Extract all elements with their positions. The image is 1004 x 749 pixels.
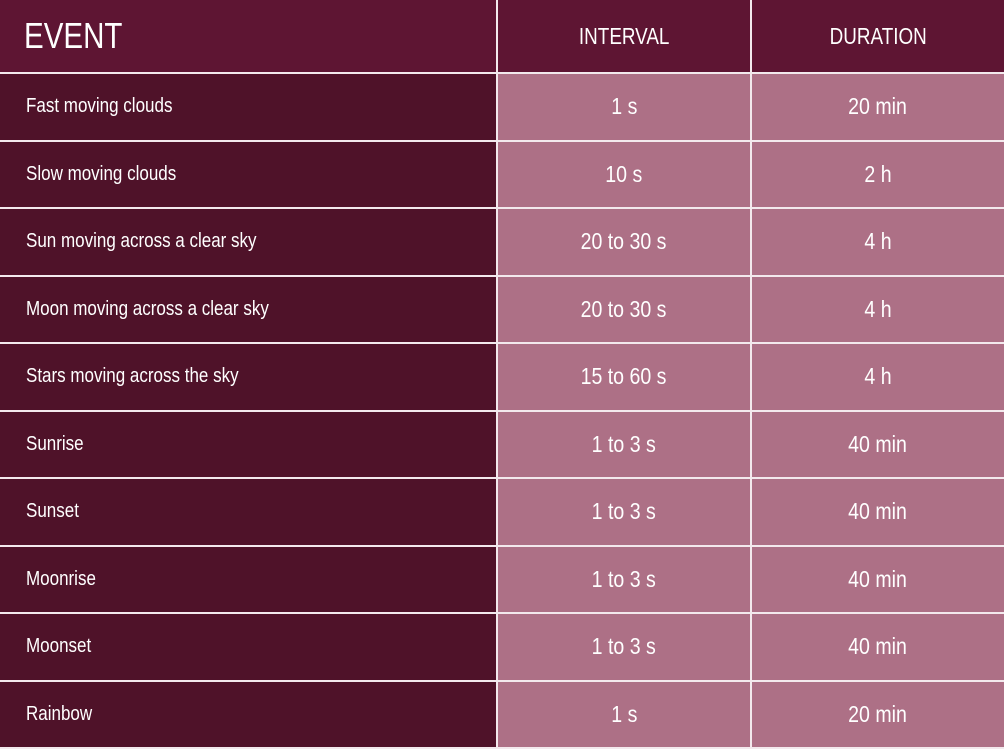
table-row: Moonset 1 to 3 s 40 min bbox=[0, 612, 1004, 682]
event-text: Rainbow bbox=[26, 702, 93, 725]
cell-interval: 20 to 30 s bbox=[496, 207, 752, 277]
duration-text: 40 min bbox=[848, 633, 908, 660]
cell-duration: 4 h bbox=[750, 274, 1004, 344]
cell-interval: 1 to 3 s bbox=[496, 409, 752, 479]
duration-text: 40 min bbox=[848, 565, 908, 592]
cell-interval: 1 to 3 s bbox=[496, 477, 752, 547]
cell-event: Rainbow bbox=[0, 679, 498, 749]
event-text: Sunset bbox=[26, 500, 79, 523]
event-text: Slow moving clouds bbox=[26, 162, 177, 185]
cell-duration: 40 min bbox=[750, 409, 1004, 479]
table-row: Fast moving clouds 1 s 20 min bbox=[0, 72, 1004, 142]
interval-text: 1 s bbox=[610, 700, 638, 727]
cell-interval: 1 to 3 s bbox=[496, 544, 752, 614]
interval-text: 1 to 3 s bbox=[591, 498, 657, 525]
interval-text: 1 to 3 s bbox=[591, 633, 657, 660]
duration-text: 2 h bbox=[864, 160, 892, 187]
duration-text: 40 min bbox=[848, 430, 908, 457]
cell-interval: 1 to 3 s bbox=[496, 612, 752, 682]
table-row: Slow moving clouds 10 s 2 h bbox=[0, 139, 1004, 209]
cell-interval: 10 s bbox=[496, 139, 752, 209]
header-duration-label: DURATION bbox=[829, 22, 927, 49]
header-interval-label: INTERVAL bbox=[578, 22, 670, 49]
cell-duration: 2 h bbox=[750, 139, 1004, 209]
header-event: EVENT bbox=[0, 0, 498, 74]
table-row: Sunrise 1 to 3 s 40 min bbox=[0, 409, 1004, 479]
cell-event: Stars moving across the sky bbox=[0, 342, 498, 412]
event-text: Sunrise bbox=[26, 432, 84, 455]
table-row: Rainbow 1 s 20 min bbox=[0, 679, 1004, 749]
table-row: Moon moving across a clear sky 20 to 30 s… bbox=[0, 274, 1004, 344]
cell-event: Fast moving clouds bbox=[0, 72, 498, 142]
cell-event: Moonset bbox=[0, 612, 498, 682]
event-text: Fast moving clouds bbox=[26, 95, 173, 118]
table-row: Moonrise 1 to 3 s 40 min bbox=[0, 544, 1004, 614]
cell-event: Slow moving clouds bbox=[0, 139, 498, 209]
cell-event: Sun moving across a clear sky bbox=[0, 207, 498, 277]
interval-text: 1 s bbox=[610, 93, 638, 120]
duration-text: 4 h bbox=[864, 295, 892, 322]
cell-duration: 20 min bbox=[750, 72, 1004, 142]
cell-duration: 40 min bbox=[750, 612, 1004, 682]
interval-text: 1 to 3 s bbox=[591, 430, 657, 457]
cell-event: Sunset bbox=[0, 477, 498, 547]
interval-text: 20 to 30 s bbox=[581, 295, 667, 322]
duration-text: 40 min bbox=[848, 498, 908, 525]
cell-event: Moonrise bbox=[0, 544, 498, 614]
cell-duration: 40 min bbox=[750, 477, 1004, 547]
duration-text: 4 h bbox=[864, 228, 892, 255]
header-interval: INTERVAL bbox=[496, 0, 752, 74]
table-row: Sun moving across a clear sky 20 to 30 s 4… bbox=[0, 207, 1004, 277]
duration-text: 4 h bbox=[864, 363, 892, 390]
cell-event: Sunrise bbox=[0, 409, 498, 479]
event-text: Moon moving across a clear sky bbox=[26, 297, 269, 320]
cell-interval: 20 to 30 s bbox=[496, 274, 752, 344]
header-duration: DURATION bbox=[750, 0, 1004, 74]
duration-text: 20 min bbox=[848, 93, 908, 120]
table-row: Sunset 1 to 3 s 40 min bbox=[0, 477, 1004, 547]
event-text: Moonrise bbox=[26, 567, 96, 590]
header-event-label: EVENT bbox=[24, 15, 123, 56]
cell-duration: 4 h bbox=[750, 207, 1004, 277]
header-row: EVENT INTERVAL DURATION bbox=[0, 0, 1004, 74]
interval-text: 20 to 30 s bbox=[581, 228, 667, 255]
table-row: Stars moving across the sky 15 to 60 s 4 h bbox=[0, 342, 1004, 412]
cell-interval: 1 s bbox=[496, 679, 752, 749]
cell-duration: 20 min bbox=[750, 679, 1004, 749]
interval-text: 15 to 60 s bbox=[581, 363, 667, 390]
interval-text: 1 to 3 s bbox=[591, 565, 657, 592]
cell-duration: 4 h bbox=[750, 342, 1004, 412]
event-text: Moonset bbox=[26, 635, 92, 658]
event-text: Stars moving across the sky bbox=[26, 365, 239, 388]
interval-text: 10 s bbox=[605, 160, 643, 187]
duration-text: 20 min bbox=[848, 700, 908, 727]
cell-event: Moon moving across a clear sky bbox=[0, 274, 498, 344]
cell-duration: 40 min bbox=[750, 544, 1004, 614]
event-text: Sun moving across a clear sky bbox=[26, 230, 257, 253]
cell-interval: 1 s bbox=[496, 72, 752, 142]
cell-interval: 15 to 60 s bbox=[496, 342, 752, 412]
